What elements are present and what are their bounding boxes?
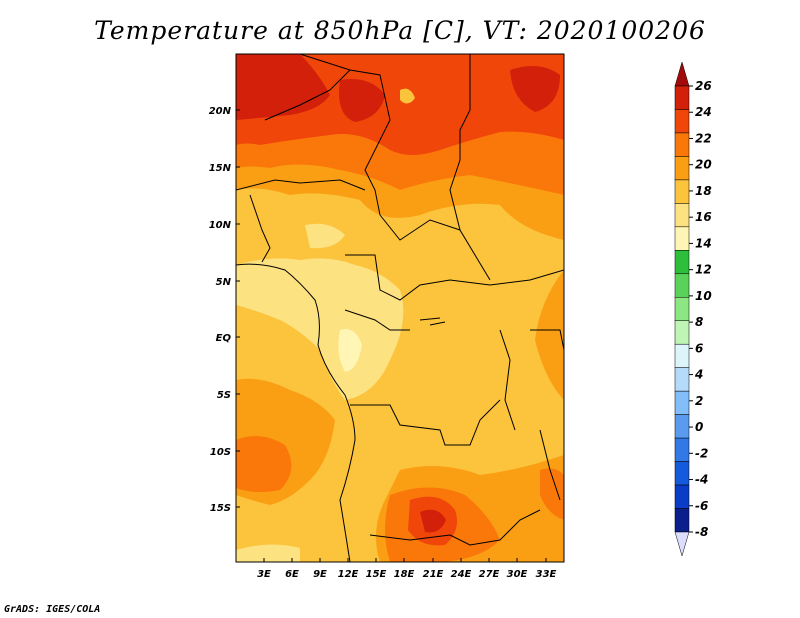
- colorbar-swatch: [674, 414, 690, 439]
- colorbar-swatch: [674, 437, 690, 462]
- colorbar-label: 8: [695, 315, 703, 329]
- border-congo: [344, 309, 410, 331]
- colorbar-label: -2: [695, 446, 708, 460]
- colorbar-swatch: [674, 343, 690, 368]
- field-band-16-south: [236, 544, 300, 562]
- lon-label: 24E: [451, 569, 472, 580]
- colorbar-swatch: [674, 226, 690, 251]
- border-great-lakes: [499, 329, 516, 431]
- colorbar-label: 18: [695, 184, 712, 198]
- colorbar-label: 16: [695, 210, 712, 224]
- colorbar-label: 6: [695, 341, 703, 355]
- colorbar-label: 22: [695, 131, 712, 145]
- country-borders: [236, 54, 564, 562]
- chart-title: Temperature at 850hPa [C], VT: 202010020…: [94, 16, 706, 45]
- field-band-14: [338, 329, 362, 372]
- lon-label: 15E: [366, 569, 387, 580]
- colorbar-label: 24: [695, 105, 712, 119]
- field-band-26-south: [420, 509, 446, 533]
- colorbar-swatch: [674, 109, 690, 134]
- footer-credit: GrADS: IGES/COLA: [4, 604, 101, 615]
- colorbar-swatch: [674, 179, 690, 204]
- field-band-22-southwest: [236, 436, 292, 493]
- lon-label: 9E: [313, 569, 327, 580]
- colorbar-swatch: [674, 203, 690, 228]
- colorbar-swatch: [674, 132, 690, 157]
- colorbar-swatch: [674, 390, 690, 415]
- colorbar-swatch: [674, 250, 690, 275]
- colorbar-swatch: [674, 85, 690, 110]
- colorbar-swatch: [674, 297, 690, 321]
- border-chad-car: [379, 214, 461, 241]
- colorbar-label: 26: [695, 79, 712, 93]
- border-nigeria: [249, 194, 271, 263]
- lon-label: 18E: [394, 569, 415, 580]
- latitude-axis: 20N 15N 10N 5N EQ 5S 10S 15S: [209, 106, 240, 514]
- border-northwest: [264, 69, 351, 121]
- field-band-26-east: [510, 66, 560, 112]
- lon-label: 6E: [285, 569, 299, 580]
- lat-label: 5S: [217, 390, 231, 401]
- field-band-16-north: [305, 223, 345, 249]
- lat-ticks: [236, 109, 240, 508]
- colorbar-swatch: [674, 320, 690, 345]
- coastline-west: [236, 263, 356, 562]
- lat-label: 15N: [209, 163, 232, 174]
- colorbar-label: 2: [695, 394, 703, 408]
- colorbar-label: -6: [695, 499, 708, 513]
- lon-ticks: [263, 558, 547, 562]
- field-band-22-southeast: [540, 468, 564, 520]
- colorbar-label: 4: [694, 368, 703, 382]
- lat-label: EQ: [216, 333, 232, 344]
- border-kenya-uganda: [530, 329, 564, 351]
- colorbar-label: 10: [695, 289, 712, 303]
- border-car-drc: [345, 254, 564, 301]
- field-band-26-central: [339, 79, 385, 122]
- lon-label: 3E: [257, 569, 271, 580]
- colorbar-swatch: [674, 273, 690, 298]
- map-frame: [235, 53, 565, 563]
- border-angola-drc: [350, 399, 501, 446]
- longitude-axis: 3E 6E 9E 12E 15E 18E 21E 24E 27E 30E 33E: [257, 558, 557, 580]
- field-band-20-east: [535, 270, 564, 400]
- colorbar-label: 14: [695, 236, 712, 250]
- lake-shapes: [419, 317, 446, 326]
- colorbar-label: 20: [695, 158, 712, 172]
- lat-label: 10S: [210, 447, 231, 458]
- lon-label: 27E: [479, 569, 500, 580]
- border-namibia: [369, 509, 541, 546]
- lon-label: 21E: [423, 569, 444, 580]
- colorbar-label: 0: [695, 420, 703, 434]
- field-band-26-west: [236, 54, 330, 120]
- colorbar-swatch: [674, 156, 690, 181]
- field-cool-patch-north: [400, 88, 415, 104]
- border-sahel: [236, 179, 366, 191]
- lat-label: 10N: [209, 220, 232, 231]
- lat-label: 15S: [210, 503, 231, 514]
- colorbar-swatch: [674, 508, 690, 533]
- temperature-field: [236, 54, 564, 562]
- colorbar-label: -8: [695, 525, 708, 539]
- lon-label: 12E: [338, 569, 359, 580]
- lon-label: 33E: [536, 569, 557, 580]
- colorbar-bottom-triangle: [674, 531, 690, 557]
- lon-label: 30E: [507, 569, 528, 580]
- colorbar-swatch: [674, 484, 690, 509]
- colorbar-top-triangle: [674, 61, 690, 87]
- border-malawi: [539, 429, 561, 501]
- lat-label: 20N: [209, 106, 232, 117]
- colorbar-label: 12: [695, 263, 712, 277]
- colorbar-label: -4: [695, 473, 708, 487]
- colorbar-swatch: [674, 461, 690, 486]
- colorbar-swatch: [674, 367, 690, 392]
- lat-label: 5N: [216, 277, 232, 288]
